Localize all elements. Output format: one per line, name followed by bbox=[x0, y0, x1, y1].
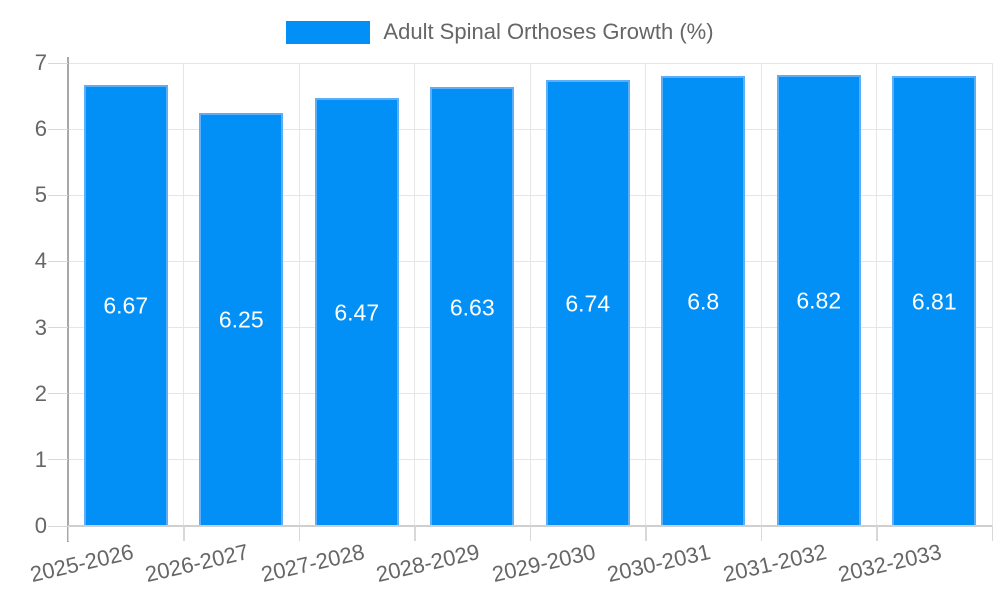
x-tick-label: 2027-2028 bbox=[258, 539, 367, 588]
y-tick-label: 6 bbox=[34, 116, 47, 142]
x-tick-mark bbox=[298, 526, 300, 541]
v-gridline bbox=[991, 63, 993, 526]
y-tick-label: 1 bbox=[34, 446, 47, 472]
bar-value-label: 6.63 bbox=[449, 294, 495, 321]
x-tick-mark bbox=[991, 526, 993, 541]
y-tick-mark bbox=[48, 525, 68, 527]
bar-2030-2031[interactable]: 6.8 bbox=[661, 76, 746, 526]
bar-value-label: 6.81 bbox=[911, 288, 957, 315]
bar-2027-2028[interactable]: 6.47 bbox=[314, 98, 399, 526]
v-gridline bbox=[760, 63, 762, 526]
y-tick-mark bbox=[48, 393, 68, 395]
y-axis-line bbox=[67, 57, 69, 542]
bar-2025-2026[interactable]: 6.67 bbox=[83, 84, 168, 526]
x-tick-label: 2032-2033 bbox=[835, 539, 944, 588]
x-tick-label: 2026-2027 bbox=[142, 539, 251, 588]
y-tick-label: 3 bbox=[34, 314, 47, 340]
bar-value-label: 6.67 bbox=[103, 292, 149, 319]
bar-2031-2032[interactable]: 6.82 bbox=[776, 74, 861, 526]
x-tick-label: 2030-2031 bbox=[604, 539, 713, 588]
bar-value-label: 6.74 bbox=[565, 290, 611, 317]
bar-value-label: 6.25 bbox=[218, 306, 264, 333]
y-tick-mark bbox=[48, 128, 68, 130]
v-gridline bbox=[529, 63, 531, 526]
y-tick-label: 2 bbox=[34, 380, 47, 406]
x-tick-mark bbox=[529, 526, 531, 541]
y-tick-label: 7 bbox=[34, 50, 47, 75]
v-gridline bbox=[645, 63, 646, 526]
bar-value-label: 6.47 bbox=[334, 299, 380, 326]
x-tick-mark bbox=[414, 526, 416, 541]
y-tick-mark bbox=[48, 327, 68, 329]
legend-swatch bbox=[286, 20, 371, 44]
x-tick-label: 2028-2029 bbox=[373, 539, 482, 588]
v-gridline bbox=[876, 63, 877, 526]
v-gridline bbox=[414, 63, 415, 526]
y-tick-label: 4 bbox=[34, 248, 47, 274]
bar-value-label: 6.82 bbox=[796, 287, 842, 314]
y-tick-mark bbox=[48, 62, 68, 64]
x-tick-mark bbox=[67, 526, 69, 541]
x-tick-mark bbox=[760, 526, 762, 541]
y-tick-mark bbox=[48, 260, 68, 262]
x-tick-mark bbox=[876, 526, 878, 541]
plot-area: 6.67 6.25 6.47 6.63 6.74 6.8 6.82 6.81 bbox=[68, 62, 993, 526]
bar-2026-2027[interactable]: 6.25 bbox=[199, 112, 284, 526]
y-tick-mark bbox=[48, 194, 68, 196]
bar-2028-2029[interactable]: 6.63 bbox=[430, 87, 515, 526]
x-tick-mark bbox=[645, 526, 647, 541]
bar-2029-2030[interactable]: 6.74 bbox=[545, 80, 630, 526]
x-tick-label: 2025-2026 bbox=[27, 539, 136, 588]
y-tick-label: 5 bbox=[34, 182, 47, 208]
chart-legend[interactable]: Adult Spinal Orthoses Growth (%) bbox=[0, 19, 1000, 45]
y-tick-label: 0 bbox=[34, 513, 47, 538]
x-tick-label: 2029-2030 bbox=[489, 539, 598, 588]
v-gridline bbox=[298, 63, 300, 526]
x-tick-label: 2031-2032 bbox=[720, 539, 829, 588]
x-tick-mark bbox=[183, 526, 185, 541]
v-gridline bbox=[183, 63, 184, 526]
legend-label: Adult Spinal Orthoses Growth (%) bbox=[383, 19, 714, 44]
bar-2032-2033[interactable]: 6.81 bbox=[892, 75, 977, 526]
bar-value-label: 6.8 bbox=[687, 288, 720, 315]
y-tick-mark bbox=[48, 459, 68, 461]
